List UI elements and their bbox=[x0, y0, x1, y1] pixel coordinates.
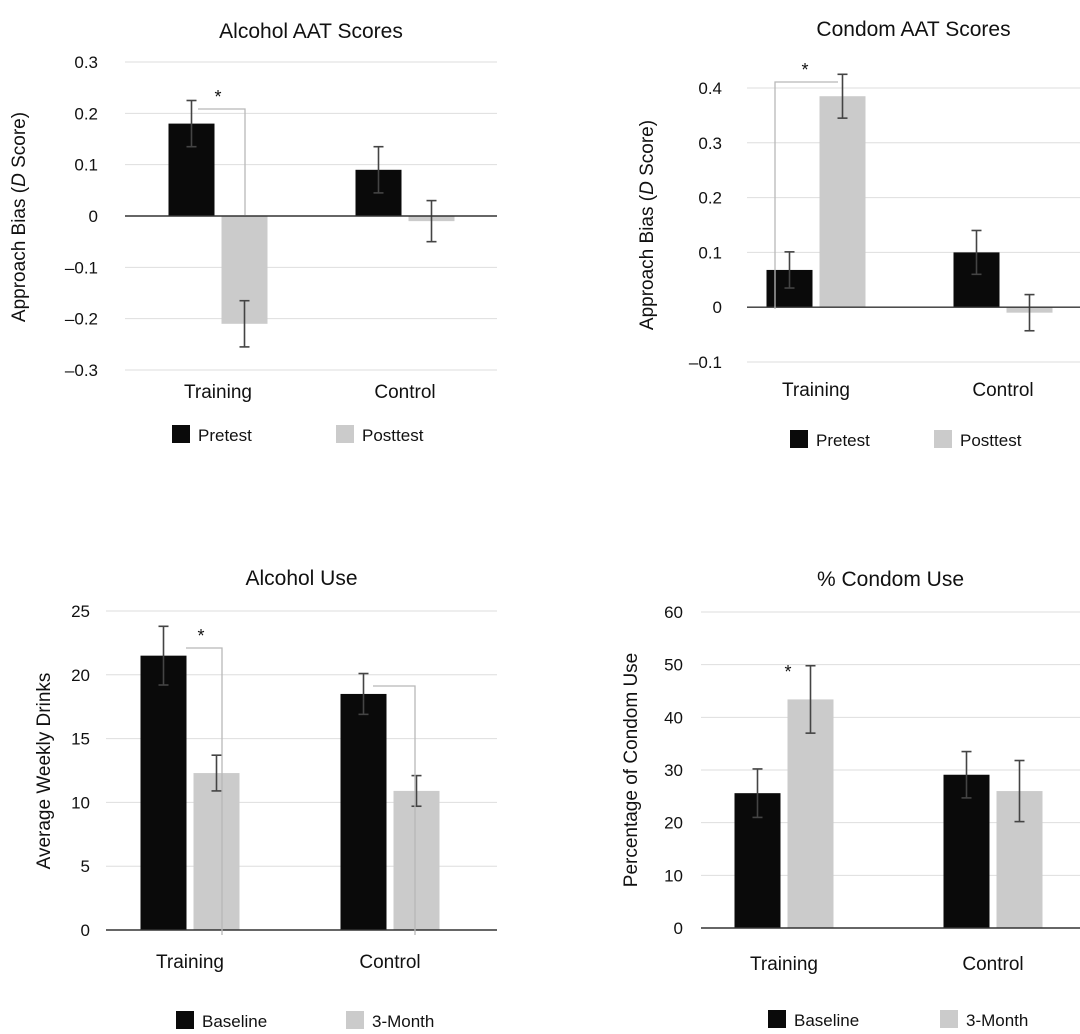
chart-4-y-tick-label: 30 bbox=[664, 761, 683, 780]
chart-2-category-label: Training bbox=[782, 380, 850, 401]
chart-2-y-tick-label: 0.4 bbox=[698, 79, 722, 98]
chart-2-legend-swatch bbox=[934, 430, 952, 448]
chart-1-title: Alcohol AAT Scores bbox=[219, 20, 403, 43]
chart-4-y-tick-label: 40 bbox=[664, 708, 683, 727]
chart-3-y-tick-label: 0 bbox=[81, 921, 90, 940]
chart-4-category-label: Control bbox=[962, 954, 1023, 975]
chart-4-title: % Condom Use bbox=[817, 568, 964, 591]
chart-1-legend-label: Posttest bbox=[362, 426, 424, 445]
chart-3-y-tick-label: 5 bbox=[81, 857, 90, 876]
chart-4-y-tick-label: 20 bbox=[664, 814, 683, 833]
chart-3-significance-bracket bbox=[186, 647, 223, 935]
chart-4-y-tick-label: 60 bbox=[664, 603, 683, 622]
chart-4-significance-star: * bbox=[784, 662, 791, 682]
chart-4-legend-label: Baseline bbox=[794, 1011, 859, 1030]
chart-1-significance-star: * bbox=[214, 87, 221, 107]
chart-2-legend-label: Pretest bbox=[816, 431, 870, 450]
chart-3-y-tick-label: 15 bbox=[71, 730, 90, 749]
chart-4-y-tick-label: 50 bbox=[664, 656, 683, 675]
chart-1-category-label: Control bbox=[374, 382, 435, 403]
chart-1-legend-swatch bbox=[336, 425, 354, 443]
chart-3-legend-label: 3-Month bbox=[372, 1012, 434, 1031]
chart-3-category-label: Control bbox=[359, 952, 420, 973]
chart-1-legend-label: Pretest bbox=[198, 426, 252, 445]
chart-2-y-tick-label: 0.1 bbox=[698, 243, 722, 262]
chart-1-y-tick-label: –0.1 bbox=[65, 258, 98, 277]
chart-2-significance-bracket bbox=[774, 81, 838, 309]
chart-2-bar-posttest-training bbox=[819, 96, 866, 308]
chart-1-y-tick-label: 0.3 bbox=[74, 53, 98, 72]
chart-4-bar-baseline-control bbox=[943, 774, 990, 928]
chart-3-category-label: Training bbox=[156, 952, 224, 973]
chart-4-legend-swatch bbox=[768, 1010, 786, 1028]
chart-3-significance-bracket bbox=[373, 685, 416, 935]
chart-2-y-tick-label: –0.1 bbox=[689, 353, 722, 372]
chart-2-y-axis-title: Approach Bias (D Score) bbox=[637, 120, 658, 330]
chart-4-category-label: Training bbox=[750, 954, 818, 975]
chart-4-y-tick-label: 10 bbox=[664, 866, 683, 885]
chart-2-y-tick-label: 0 bbox=[713, 298, 722, 317]
chart-1-significance-bracket bbox=[198, 108, 246, 215]
chart-2-y-tick-label: 0.2 bbox=[698, 189, 722, 208]
chart-2-significance-star: * bbox=[801, 60, 808, 80]
chart-3-y-tick-label: 25 bbox=[71, 602, 90, 621]
chart-3-y-tick-label: 10 bbox=[71, 793, 90, 812]
chart-4-legend-swatch bbox=[940, 1010, 958, 1028]
chart-1-y-tick-label: 0 bbox=[89, 207, 98, 226]
chart-3-legend-swatch bbox=[176, 1011, 194, 1029]
chart-2-title: Condom AAT Scores bbox=[816, 18, 1010, 41]
chart-3-y-tick-label: 20 bbox=[71, 666, 90, 685]
chart-3-bar-baseline-training bbox=[140, 655, 187, 930]
chart-3-legend-label: Baseline bbox=[202, 1012, 267, 1031]
chart-1-legend-swatch bbox=[172, 425, 190, 443]
chart-4-y-tick-label: 0 bbox=[674, 919, 683, 938]
chart-2-legend-swatch bbox=[790, 430, 808, 448]
chart-3-bar-baseline-control bbox=[340, 693, 387, 930]
chart-1-category-label: Training bbox=[184, 382, 252, 403]
chart-2-legend-label: Posttest bbox=[960, 431, 1022, 450]
chart-4-bar-3-month-training bbox=[787, 699, 834, 928]
chart-1-y-axis-title: Approach Bias (D Score) bbox=[9, 112, 30, 322]
chart-3-legend-swatch bbox=[346, 1011, 364, 1029]
chart-2-category-label: Control bbox=[972, 380, 1033, 401]
chart-3-y-axis-title: Average Weekly Drinks bbox=[34, 673, 55, 870]
chart-1-y-tick-label: 0.1 bbox=[74, 156, 98, 175]
chart-1-y-tick-label: 0.2 bbox=[74, 104, 98, 123]
chart-3-bar-3-month-control bbox=[393, 790, 440, 930]
chart-1-y-tick-label: –0.2 bbox=[65, 310, 98, 329]
chart-3-title: Alcohol Use bbox=[245, 567, 357, 590]
chart-1-y-tick-label: –0.3 bbox=[65, 361, 98, 380]
chart-3-significance-star: * bbox=[197, 626, 204, 646]
chart-3-bar-3-month-training bbox=[193, 773, 240, 930]
chart-2-y-tick-label: 0.3 bbox=[698, 134, 722, 153]
chart-4-legend-label: 3-Month bbox=[966, 1011, 1028, 1030]
chart-4-y-axis-title: Percentage of Condom Use bbox=[621, 653, 642, 887]
